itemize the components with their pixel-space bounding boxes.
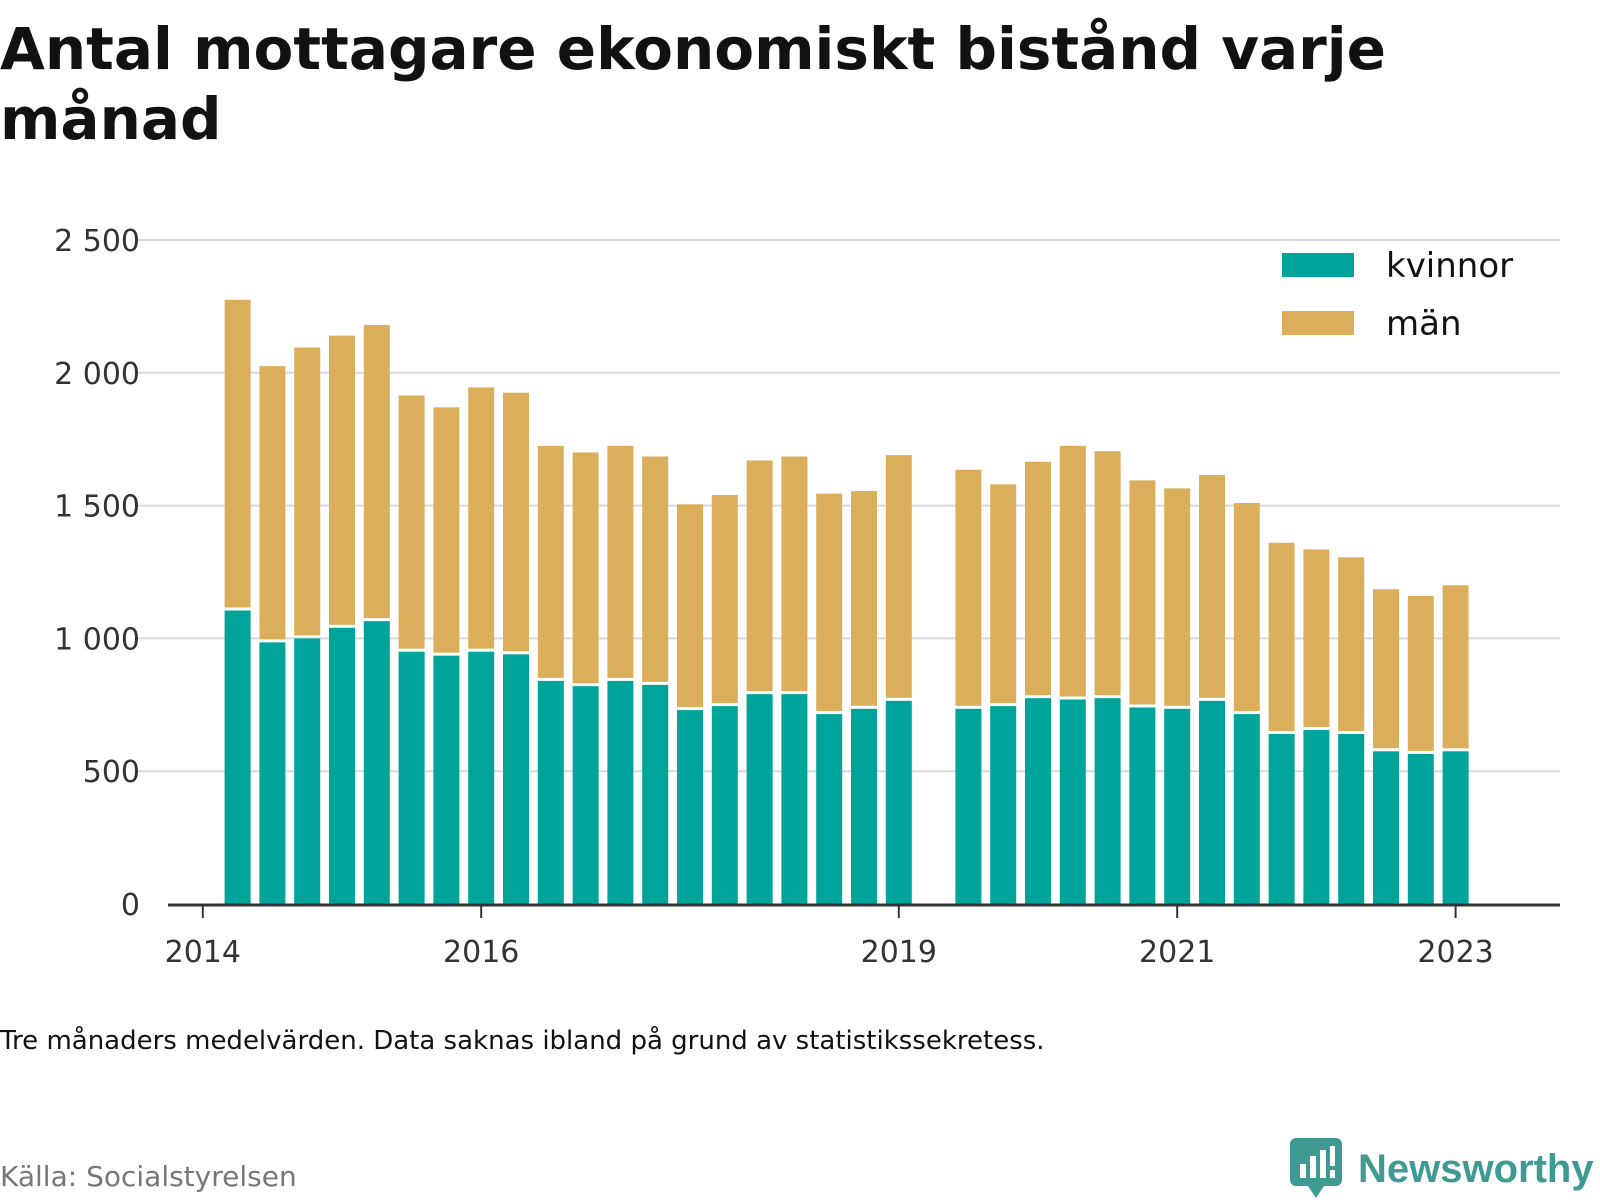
- bar-man: [816, 493, 843, 712]
- brand-name: Newsworthy: [1358, 1146, 1594, 1191]
- bar-man: [1268, 542, 1295, 732]
- bar-kvinnor: [363, 621, 390, 904]
- bar-kvinnor: [1233, 714, 1260, 904]
- bar-man: [433, 407, 460, 653]
- bar-kvinnor: [224, 610, 251, 904]
- bar-kvinnor: [503, 654, 529, 904]
- bar-man: [1303, 549, 1330, 728]
- bar-man: [572, 452, 599, 684]
- legend-label: kvinnor: [1386, 246, 1513, 286]
- newsworthy-logo-icon: [1290, 1138, 1342, 1198]
- bar-kvinnor: [1164, 708, 1191, 904]
- y-tick-label: 2 500: [54, 224, 140, 259]
- bar-man: [955, 469, 982, 706]
- bar-man: [990, 484, 1017, 704]
- bar-kvinnor: [1303, 730, 1330, 904]
- bar-kvinnor: [607, 680, 634, 904]
- bar-man: [1059, 445, 1086, 697]
- bar-kvinnor: [851, 708, 877, 904]
- bar-man: [1233, 502, 1260, 712]
- bar-man: [885, 455, 912, 698]
- chart-title: Antal mottagare ekonomiskt bistånd varje…: [0, 15, 1386, 153]
- bar-kvinnor: [1268, 734, 1295, 904]
- bar-man: [224, 299, 251, 608]
- stacked-bar-chart: 0 500 1 000 1 500 2 000 2 500 2014 2016 2019 202…: [54, 224, 1560, 970]
- bar-kvinnor: [537, 680, 564, 904]
- bar-man: [851, 490, 877, 706]
- legend-swatch: [1282, 253, 1354, 277]
- bar-kvinnor: [329, 627, 355, 904]
- legend-label: män: [1386, 304, 1462, 344]
- bar-kvinnor: [1442, 751, 1469, 904]
- bar-kvinnor: [1373, 751, 1399, 904]
- bar-kvinnor: [1094, 698, 1121, 904]
- bar-man: [677, 504, 703, 708]
- bar-man: [294, 347, 321, 636]
- bar-man: [1373, 589, 1399, 749]
- bar-man: [1094, 451, 1121, 696]
- bar-man: [259, 366, 286, 640]
- bars: [224, 299, 1469, 904]
- y-tick-label: 500: [83, 755, 140, 790]
- bar-kvinnor: [398, 651, 425, 904]
- bar-kvinnor: [1407, 753, 1434, 904]
- brand-logo: Newsworthy: [1290, 1138, 1594, 1200]
- source-credit: Källa: Socialstyrelsen: [0, 1160, 297, 1193]
- bar-man: [1129, 480, 1156, 705]
- x-tick-label: 2014: [165, 935, 241, 970]
- x-axis: 2014 2016 2019 2021 2023: [165, 903, 1560, 970]
- bar-kvinnor: [642, 684, 669, 904]
- x-tick-label: 2023: [1417, 935, 1493, 970]
- bar-man: [363, 324, 390, 619]
- bar-man: [711, 494, 738, 704]
- bar-kvinnor: [294, 638, 321, 904]
- bar-man: [1407, 595, 1434, 751]
- bar-kvinnor: [677, 710, 703, 904]
- bar-man: [746, 460, 773, 692]
- bar-kvinnor: [990, 706, 1017, 904]
- legend: kvinnor män: [1282, 246, 1513, 344]
- bar-kvinnor: [572, 686, 599, 904]
- legend-swatch: [1282, 311, 1354, 335]
- bar-man: [607, 445, 634, 678]
- y-tick-label: 1 000: [54, 622, 140, 657]
- y-tick-label: 0: [121, 888, 140, 923]
- bar-man: [1199, 475, 1225, 698]
- chart-note: Tre månaders medelvärden. Data saknas ib…: [0, 1026, 1045, 1056]
- y-tick-label: 2 000: [54, 357, 140, 392]
- y-tick-label: 1 500: [54, 490, 140, 525]
- bar-kvinnor: [433, 655, 460, 904]
- bar-kvinnor: [816, 714, 843, 904]
- bar-kvinnor: [1338, 734, 1365, 904]
- bar-kvinnor: [1199, 700, 1225, 904]
- bar-kvinnor: [468, 651, 495, 904]
- bar-man: [1164, 488, 1191, 706]
- x-tick-label: 2021: [1139, 935, 1215, 970]
- bar-man: [781, 456, 808, 692]
- bar-kvinnor: [955, 708, 982, 904]
- y-axis-tick-labels: 0 500 1 000 1 500 2 000 2 500: [54, 224, 140, 923]
- bar-man: [1025, 461, 1051, 696]
- bar-man: [329, 335, 355, 625]
- bar-man: [1338, 557, 1365, 732]
- x-tick-label: 2019: [861, 935, 937, 970]
- bar-man: [398, 395, 425, 649]
- bar-kvinnor: [746, 694, 773, 904]
- bar-man: [503, 392, 529, 652]
- bar-kvinnor: [259, 642, 286, 904]
- bar-kvinnor: [711, 706, 738, 904]
- bar-kvinnor: [1129, 707, 1156, 904]
- bar-kvinnor: [781, 694, 808, 904]
- bar-kvinnor: [885, 700, 912, 904]
- bar-kvinnor: [1025, 698, 1051, 904]
- bar-kvinnor: [1059, 699, 1086, 904]
- bar-man: [468, 387, 495, 649]
- x-tick-label: 2016: [443, 935, 519, 970]
- bar-man: [642, 456, 669, 682]
- bar-man: [537, 445, 564, 678]
- bar-man: [1442, 585, 1469, 749]
